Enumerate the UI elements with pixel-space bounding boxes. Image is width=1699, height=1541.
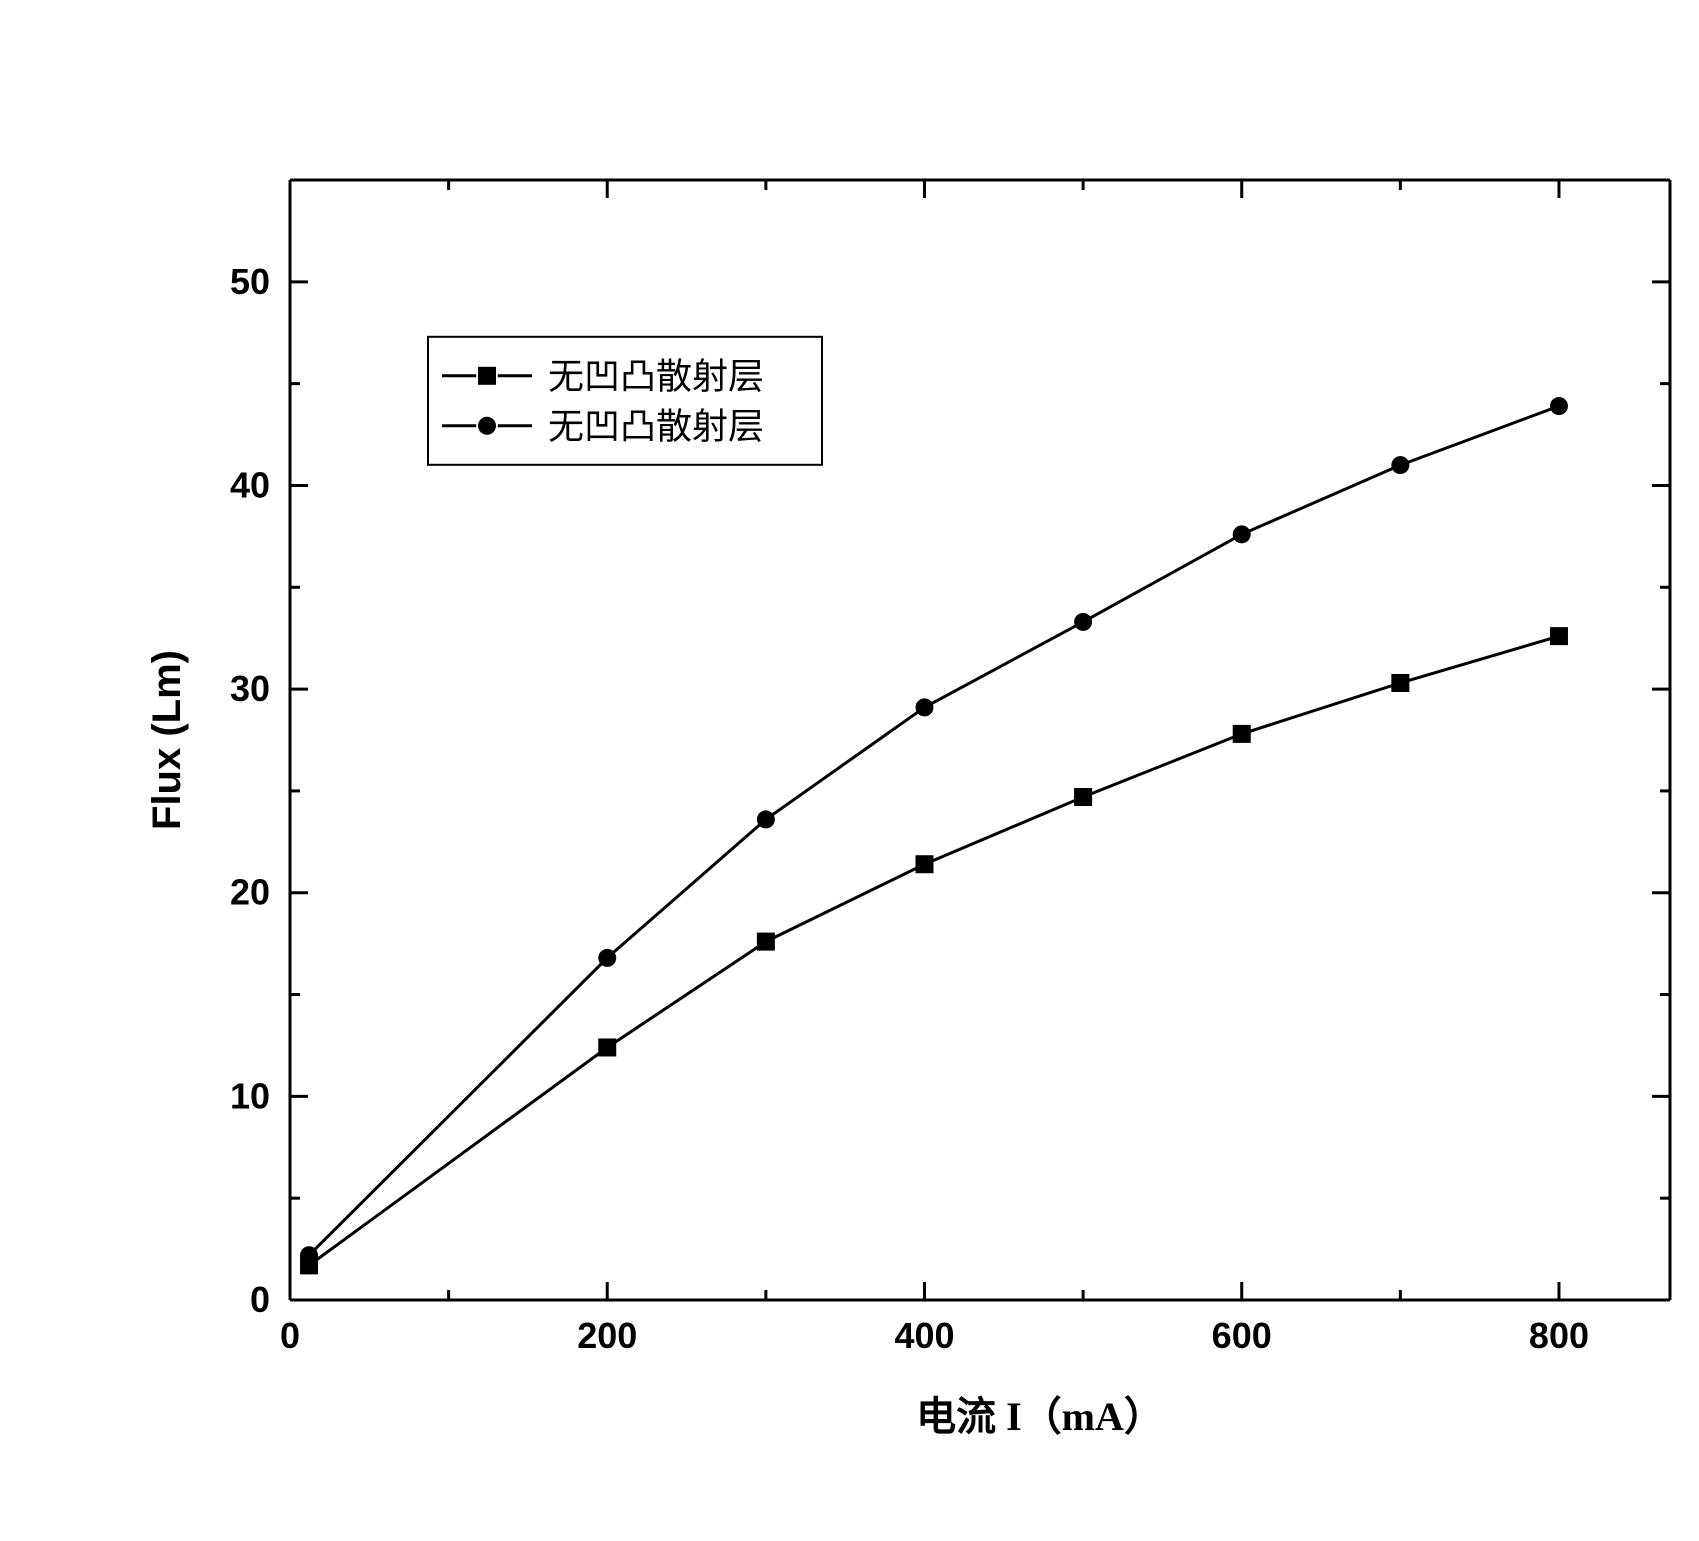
y-tick-label: 40 bbox=[230, 464, 270, 505]
flux-vs-current-chart: 0 200 400 600 800 0 10 20 30 40 50 电流 I（mA） Flux (Lm… bbox=[0, 0, 1699, 1541]
y-tick-label: 30 bbox=[230, 668, 270, 709]
x-tick-label: 0 bbox=[280, 1315, 300, 1356]
y-tick-label: 10 bbox=[230, 1075, 270, 1116]
x-tick-label: 200 bbox=[577, 1315, 637, 1356]
y-tick-label: 0 bbox=[250, 1279, 270, 1320]
y-tick-label: 20 bbox=[230, 872, 270, 913]
x-tick-label: 600 bbox=[1212, 1315, 1272, 1356]
y-tick-label: 50 bbox=[230, 261, 270, 302]
y-axis-label: Flux (Lm) bbox=[145, 650, 189, 830]
x-axis-label: 电流 I（mA） bbox=[916, 1394, 1164, 1439]
x-tick-label: 400 bbox=[894, 1315, 954, 1356]
figure-wrap: 图 3 020040060080001020304050电流 I（mA）Flux… bbox=[0, 0, 1699, 1541]
legend: 无凹凸散射层无凹凸散射层 bbox=[428, 337, 822, 465]
legend-label: 无凹凸散射层 bbox=[548, 356, 764, 396]
x-tick-label: 800 bbox=[1529, 1315, 1589, 1356]
legend-label: 无凹凸散射层 bbox=[548, 406, 764, 446]
